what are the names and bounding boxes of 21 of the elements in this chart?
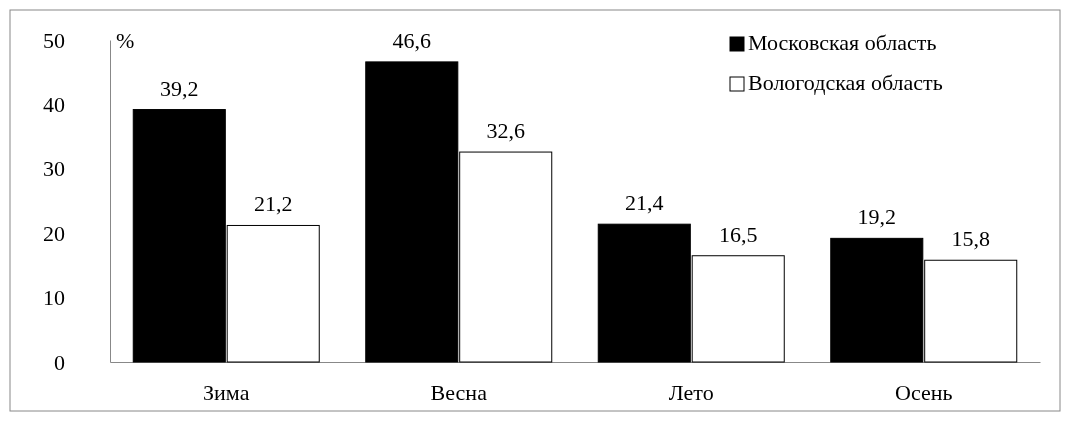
x-tick-label: Лето xyxy=(668,379,714,405)
x-tick-label: Осень xyxy=(895,379,953,405)
data-label: 39,2 xyxy=(160,75,199,101)
legend-label: Московская область xyxy=(748,30,937,55)
legend-label: Вологодская область xyxy=(748,70,943,95)
y-tick-label: 0 xyxy=(54,349,65,375)
data-label: 46,6 xyxy=(392,27,432,53)
y-axis-title: % xyxy=(116,28,135,53)
data-label: 21,2 xyxy=(253,191,293,217)
x-tick-label: Зима xyxy=(203,379,250,405)
data-label: 21,4 xyxy=(625,190,664,216)
data-label: 32,6 xyxy=(486,118,525,144)
data-label: 15,8 xyxy=(951,226,990,252)
y-tick-label: 50 xyxy=(43,27,65,53)
x-tick-label: Весна xyxy=(430,379,488,405)
y-tick-label: 20 xyxy=(43,220,65,246)
y-tick-label: 10 xyxy=(43,285,65,311)
y-tick-label: 40 xyxy=(43,91,65,117)
data-label: 19,2 xyxy=(857,204,897,230)
y-tick-label: 30 xyxy=(43,156,65,182)
data-label: 16,5 xyxy=(718,221,758,247)
